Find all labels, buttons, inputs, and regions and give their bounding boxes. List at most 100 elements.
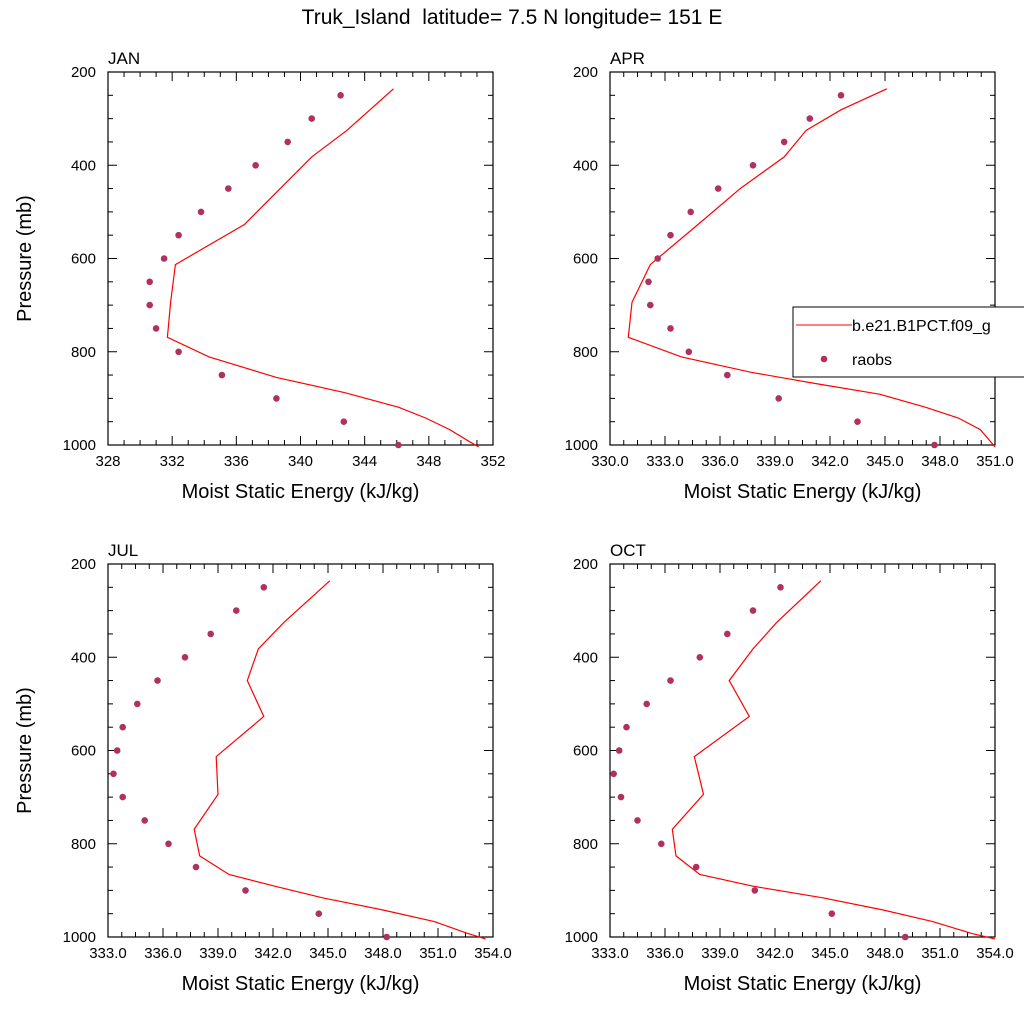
raobs-point — [615, 747, 623, 754]
raobs-point — [775, 395, 782, 402]
x-tick-label: 333.0 — [646, 453, 684, 470]
y-tick-label: 600 — [573, 251, 598, 268]
raobs-point — [667, 677, 674, 684]
panel-jul: JUL 333.0 336.0 339.0 342.0 345.0 348.0 351.0 35… — [14, 541, 512, 995]
model-series-line — [627, 88, 996, 448]
x-tick-label: 339.0 — [199, 945, 237, 962]
legend-label-model: b.e21.B1PCT.f09_g — [852, 318, 991, 335]
x-tick-label: 354.0 — [976, 945, 1014, 962]
raobs-point — [696, 654, 704, 661]
y-tick-label: 200 — [71, 64, 96, 81]
x-tick-label: 348 — [416, 453, 441, 470]
x-tick-label: 328 — [95, 453, 120, 470]
x-tick-label: 348.0 — [364, 945, 402, 962]
raobs-point — [724, 371, 731, 379]
panel-oct: OCT 333.0 336.0 339.0 342.0 345.0 348.0 351.0 35… — [565, 541, 1014, 995]
model-series-line — [166, 88, 479, 448]
raobs-point — [119, 793, 126, 801]
raobs-point — [218, 371, 226, 379]
raobs-point — [181, 654, 189, 661]
x-tick-label: 342.0 — [254, 945, 292, 962]
x-tick-label: 351.0 — [976, 453, 1014, 470]
panel-title: JAN — [108, 49, 140, 68]
x-tick-label: 348.0 — [866, 945, 904, 962]
x-tick-label: 351.0 — [921, 945, 959, 962]
raobs-point — [667, 325, 674, 332]
raobs-point — [901, 933, 909, 941]
raobs-point — [175, 231, 182, 239]
raobs-point — [207, 630, 214, 638]
raobs-point — [113, 747, 121, 754]
raobs-point — [146, 301, 153, 309]
raobs-point — [192, 863, 200, 871]
y-tick-label: 1000 — [565, 437, 598, 454]
panel-title: OCT — [610, 541, 646, 560]
y-tick-label: 400 — [71, 157, 96, 174]
raobs-point — [165, 840, 172, 848]
raobs-point — [623, 723, 630, 731]
raobs-point — [687, 208, 694, 216]
x-tick-label: 333.0 — [591, 945, 629, 962]
y-tick-label: 600 — [71, 251, 96, 268]
y-tick-label: 800 — [573, 344, 598, 361]
raobs-point — [160, 255, 168, 262]
raobs-point — [340, 418, 348, 426]
x-tick-label: 332 — [160, 453, 185, 470]
y-tick-label: 800 — [71, 836, 96, 853]
x-tick-label: 345.0 — [309, 945, 347, 962]
raobs-point — [667, 231, 674, 239]
x-axis-title: Moist Static Energy (kJ/kg) — [684, 481, 922, 503]
raobs-point — [647, 301, 654, 309]
y-tick-label: 200 — [573, 556, 598, 573]
raobs-point — [658, 840, 665, 848]
raobs-point — [749, 607, 757, 614]
raobs-point — [643, 700, 650, 708]
panel-title: APR — [610, 49, 645, 68]
x-tick-label: 348.0 — [921, 453, 959, 470]
raobs-point — [780, 138, 788, 146]
raobs-point — [308, 115, 316, 122]
x-tick-label: 336.0 — [144, 945, 182, 962]
y-tick-label: 1000 — [63, 929, 96, 946]
raobs-point — [692, 863, 700, 871]
x-tick-label: 352 — [480, 453, 505, 470]
raobs-point — [714, 185, 722, 192]
x-axis-title: Moist Static Energy (kJ/kg) — [684, 973, 922, 995]
raobs-point — [197, 208, 205, 216]
x-tick-label: 340 — [288, 453, 313, 470]
raobs-point — [175, 348, 182, 356]
legend: b.e21.B1PCT.f09_g raobs — [792, 306, 1024, 378]
raobs-point — [146, 278, 153, 286]
panel-title: JUL — [108, 541, 138, 560]
raobs-point — [141, 817, 148, 824]
raobs-point — [777, 584, 784, 591]
figure-title: Truk_Island latitude= 7.5 N longitude= 1… — [301, 6, 723, 29]
raobs-point — [854, 418, 861, 426]
y-tick-label: 400 — [573, 157, 598, 174]
raobs-point — [395, 441, 402, 449]
raobs-point — [645, 278, 652, 286]
legend-marker-swatch — [820, 355, 828, 363]
raobs-point — [225, 185, 232, 192]
raobs-point — [751, 887, 759, 894]
y-tick-label: 400 — [71, 649, 96, 666]
x-axis-title: Moist Static Energy (kJ/kg) — [182, 973, 420, 995]
x-tick-label: 345.0 — [811, 945, 849, 962]
raobs-point — [837, 92, 845, 99]
raobs-point — [617, 793, 625, 801]
raobs-point — [315, 910, 323, 917]
raobs-point — [931, 441, 938, 449]
legend-label-raobs: raobs — [852, 352, 892, 369]
x-tick-label: 339.0 — [756, 453, 794, 470]
x-tick-label: 339.0 — [701, 945, 739, 962]
x-tick-label: 330.0 — [591, 453, 629, 470]
raobs-point — [260, 584, 268, 591]
y-tick-label: 400 — [573, 649, 598, 666]
y-tick-label: 200 — [71, 556, 96, 573]
plot-frame — [609, 563, 996, 938]
x-axis-title: Moist Static Energy (kJ/kg) — [182, 481, 420, 503]
raobs-point — [284, 138, 292, 146]
panel-apr: APR 330.0 333.0 336.0 339.0 342.0 345.0 348.0 35… — [565, 49, 1014, 503]
x-tick-label: 344 — [352, 453, 377, 470]
y-axis-title: Pressure (mb) — [14, 687, 36, 814]
